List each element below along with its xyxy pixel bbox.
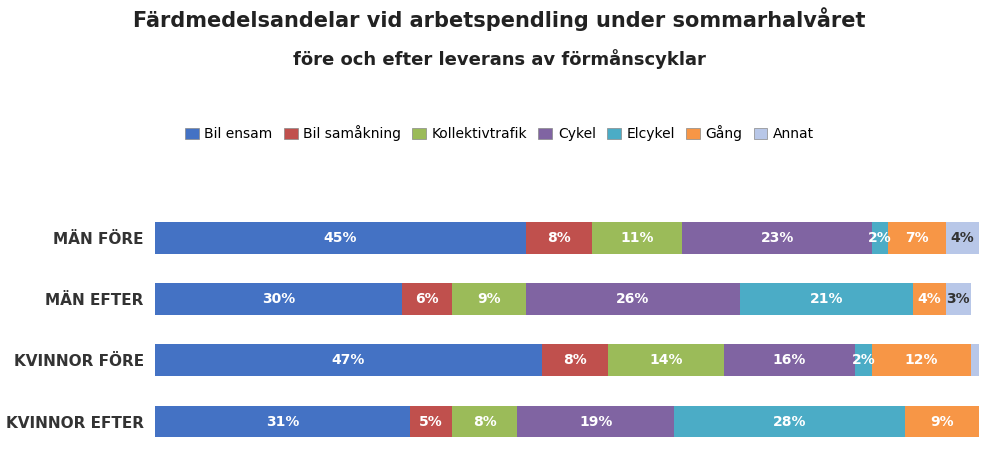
- Bar: [155, 406, 411, 438]
- Bar: [740, 283, 913, 315]
- Text: 12%: 12%: [904, 353, 938, 367]
- Text: 19%: 19%: [579, 414, 612, 429]
- Bar: [872, 222, 888, 254]
- Text: 3%: 3%: [947, 292, 970, 306]
- Bar: [517, 406, 674, 438]
- Bar: [872, 344, 971, 376]
- Bar: [452, 406, 517, 438]
- Bar: [402, 283, 452, 315]
- Text: 8%: 8%: [546, 231, 570, 245]
- Bar: [946, 222, 979, 254]
- Text: före och efter leverans av förmånscyklar: före och efter leverans av förmånscyklar: [293, 49, 706, 69]
- Bar: [888, 222, 946, 254]
- Bar: [155, 222, 525, 254]
- Bar: [591, 222, 682, 254]
- Text: 11%: 11%: [620, 231, 653, 245]
- Bar: [946, 283, 971, 315]
- Text: 14%: 14%: [649, 353, 682, 367]
- Text: 21%: 21%: [810, 292, 843, 306]
- Bar: [723, 344, 855, 376]
- Bar: [411, 406, 452, 438]
- Bar: [905, 406, 979, 438]
- Bar: [913, 283, 946, 315]
- Text: 9%: 9%: [477, 292, 500, 306]
- Bar: [674, 406, 905, 438]
- Text: Färdmedelsandelar vid arbetspendling under sommarhalvåret: Färdmedelsandelar vid arbetspendling und…: [133, 7, 866, 31]
- Text: 16%: 16%: [773, 353, 806, 367]
- Bar: [682, 222, 872, 254]
- Text: 2%: 2%: [868, 231, 892, 245]
- Text: 4%: 4%: [918, 292, 941, 306]
- Bar: [452, 283, 525, 315]
- Text: 8%: 8%: [563, 353, 587, 367]
- Text: 2%: 2%: [852, 353, 875, 367]
- Text: 45%: 45%: [324, 231, 357, 245]
- Text: 28%: 28%: [772, 414, 806, 429]
- Bar: [979, 406, 987, 438]
- Text: 30%: 30%: [262, 292, 295, 306]
- Text: 26%: 26%: [616, 292, 649, 306]
- Legend: Bil ensam, Bil samåkning, Kollektivtrafik, Cykel, Elcykel, Gång, Annat: Bil ensam, Bil samåkning, Kollektivtrafi…: [179, 120, 820, 147]
- Bar: [155, 283, 402, 315]
- Bar: [525, 222, 591, 254]
- Bar: [971, 344, 979, 376]
- Text: 47%: 47%: [332, 353, 366, 367]
- Bar: [542, 344, 608, 376]
- Bar: [525, 283, 740, 315]
- Text: 4%: 4%: [951, 231, 974, 245]
- Text: 7%: 7%: [905, 231, 929, 245]
- Text: 23%: 23%: [760, 231, 794, 245]
- Text: 6%: 6%: [415, 292, 439, 306]
- Bar: [155, 344, 542, 376]
- Bar: [855, 344, 872, 376]
- Bar: [608, 344, 723, 376]
- Text: 9%: 9%: [930, 414, 954, 429]
- Text: 31%: 31%: [266, 414, 300, 429]
- Text: 5%: 5%: [419, 414, 443, 429]
- Text: 8%: 8%: [473, 414, 497, 429]
